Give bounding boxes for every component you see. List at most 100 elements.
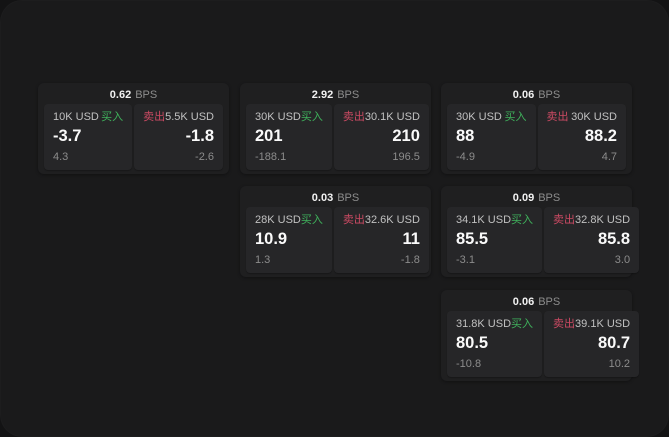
sell-delta-value: 10.2 <box>608 358 631 370</box>
buy-price-value: 88 <box>456 127 475 145</box>
buy-label-row: 30K USD 买入 <box>255 111 323 124</box>
quote-card: 0.09 BPS 34.1K USD 买入 85.5 -3.1 卖出 32.8K… <box>441 186 640 277</box>
quote-card: 0.03 BPS 28K USD 买入 10.9 1.3 卖出 32.6K US… <box>240 186 431 277</box>
sell-side-label: 卖出 <box>342 214 365 226</box>
bps-value: 0.62 <box>109 88 132 101</box>
buy-size-label: 10K USD <box>53 111 99 123</box>
sell-size-label: 30K USD <box>571 111 617 123</box>
bps-unit-label: BPS <box>135 88 158 101</box>
buy-size-label: 31.8K USD <box>456 318 512 330</box>
sell-label-row: 卖出 30.1K USD <box>343 111 420 124</box>
card-header: 0.03 BPS <box>240 186 431 207</box>
sell-panel[interactable]: 卖出 32.6K USD 11 -1.8 <box>333 207 429 273</box>
card-header: 0.09 BPS <box>441 186 632 207</box>
buy-label-row: 30K USD 买入 <box>456 111 527 124</box>
card-header: 0.06 BPS <box>441 290 632 311</box>
buy-panel[interactable]: 34.1K USD 买入 85.5 -3.1 <box>447 207 543 273</box>
buy-delta-value: -188.1 <box>255 151 287 163</box>
sell-side-label: 卖出 <box>342 111 365 123</box>
buy-side-label: 买入 <box>511 214 534 226</box>
buy-side-label: 买入 <box>300 111 323 123</box>
bps-value: 0.09 <box>512 191 535 204</box>
buy-side-label: 买入 <box>504 111 527 123</box>
card-header: 2.92 BPS <box>240 83 431 104</box>
buy-sell-panels: 31.8K USD 买入 80.5 -10.8 卖出 39.1K USD 80.… <box>441 311 640 377</box>
sell-label-row: 卖出 39.1K USD <box>553 318 630 331</box>
buy-sell-panels: 28K USD 买入 10.9 1.3 卖出 32.6K USD 11 -1.8 <box>240 207 431 273</box>
sell-delta-value: -1.8 <box>400 254 420 266</box>
sell-panel[interactable]: 卖出 30K USD 88.2 4.7 <box>537 104 626 170</box>
sell-price-value: 11 <box>402 230 420 248</box>
sell-size-label: 32.6K USD <box>364 214 420 226</box>
buy-panel[interactable]: 28K USD 买入 10.9 1.3 <box>246 207 332 273</box>
sell-size-label: 32.8K USD <box>575 214 631 226</box>
sell-label-row: 卖出 5.5K USD <box>143 111 214 124</box>
buy-side-label: 买入 <box>300 214 323 226</box>
bps-unit-label: BPS <box>538 191 561 204</box>
buy-panel[interactable]: 31.8K USD 买入 80.5 -10.8 <box>447 311 543 377</box>
sell-price-value: 80.7 <box>597 334 631 352</box>
sell-delta-value: 4.7 <box>601 151 617 163</box>
sell-label-row: 卖出 32.6K USD <box>343 214 420 227</box>
buy-price-value: 10.9 <box>255 230 288 248</box>
bps-value: 0.06 <box>512 88 535 101</box>
sell-price-value: 85.8 <box>597 230 631 248</box>
sell-panel[interactable]: 卖出 32.8K USD 85.8 3.0 <box>544 207 640 273</box>
buy-delta-value: 4.3 <box>53 151 69 163</box>
sell-side-label: 卖出 <box>553 318 576 330</box>
sell-panel[interactable]: 卖出 30.1K USD 210 196.5 <box>333 104 429 170</box>
bps-value: 0.06 <box>512 295 535 308</box>
card-header: 0.62 BPS <box>38 83 229 104</box>
buy-panel[interactable]: 30K USD 买入 88 -4.9 <box>447 104 536 170</box>
buy-label-row: 31.8K USD 买入 <box>456 318 533 331</box>
bps-value: 0.03 <box>311 191 334 204</box>
bps-unit-label: BPS <box>337 88 360 101</box>
sell-size-label: 30.1K USD <box>364 111 420 123</box>
buy-label-row: 28K USD 买入 <box>255 214 323 227</box>
buy-delta-value: -10.8 <box>456 358 482 370</box>
buy-price-value: 201 <box>255 127 283 145</box>
buy-size-label: 30K USD <box>255 111 301 123</box>
buy-panel[interactable]: 30K USD 买入 201 -188.1 <box>246 104 332 170</box>
buy-side-label: 买入 <box>511 318 534 330</box>
sell-size-label: 39.1K USD <box>575 318 631 330</box>
buy-label-row: 34.1K USD 买入 <box>456 214 533 227</box>
sell-panel[interactable]: 卖出 5.5K USD -1.8 -2.6 <box>134 104 223 170</box>
card-header: 0.06 BPS <box>441 83 632 104</box>
buy-price-value: 80.5 <box>456 334 489 352</box>
buy-sell-panels: 30K USD 买入 88 -4.9 卖出 30K USD 88.2 4.7 <box>441 104 632 170</box>
buy-label-row: 10K USD 买入 <box>53 111 123 124</box>
bps-unit-label: BPS <box>538 295 561 308</box>
bps-unit-label: BPS <box>337 191 360 204</box>
sell-side-label: 卖出 <box>143 111 166 123</box>
buy-sell-panels: 30K USD 买入 201 -188.1 卖出 30.1K USD 210 1… <box>240 104 431 170</box>
buy-delta-value: 1.3 <box>255 254 271 266</box>
bps-value: 2.92 <box>311 88 334 101</box>
sell-label-row: 卖出 32.8K USD <box>553 214 630 227</box>
buy-size-label: 28K USD <box>255 214 301 226</box>
bps-unit-label: BPS <box>538 88 561 101</box>
buy-sell-panels: 10K USD 买入 -3.7 4.3 卖出 5.5K USD -1.8 -2.… <box>38 104 229 170</box>
sell-delta-value: 196.5 <box>392 151 420 163</box>
sell-side-label: 卖出 <box>553 214 576 226</box>
buy-sell-panels: 34.1K USD 买入 85.5 -3.1 卖出 32.8K USD 85.8… <box>441 207 640 273</box>
sell-side-label: 卖出 <box>546 111 569 123</box>
buy-price-value: -3.7 <box>53 127 82 145</box>
buy-delta-value: -3.1 <box>456 254 475 266</box>
buy-side-label: 买入 <box>101 111 124 123</box>
buy-panel[interactable]: 10K USD 买入 -3.7 4.3 <box>44 104 133 170</box>
sell-size-label: 5.5K USD <box>165 111 214 123</box>
sell-price-value: -1.8 <box>185 127 214 145</box>
sell-price-value: 88.2 <box>584 127 617 145</box>
quote-card: 0.62 BPS 10K USD 买入 -3.7 4.3 卖出 5.5K USD… <box>38 83 229 174</box>
buy-size-label: 34.1K USD <box>456 214 512 226</box>
sell-label-row: 卖出 30K USD <box>547 111 618 124</box>
sell-delta-value: -2.6 <box>195 151 214 163</box>
quote-card: 0.06 BPS 31.8K USD 买入 80.5 -10.8 卖出 39.1… <box>441 290 640 381</box>
sell-delta-value: 3.0 <box>614 254 631 266</box>
sell-panel[interactable]: 卖出 39.1K USD 80.7 10.2 <box>544 311 640 377</box>
buy-price-value: 85.5 <box>456 230 489 248</box>
buy-size-label: 30K USD <box>456 111 502 123</box>
